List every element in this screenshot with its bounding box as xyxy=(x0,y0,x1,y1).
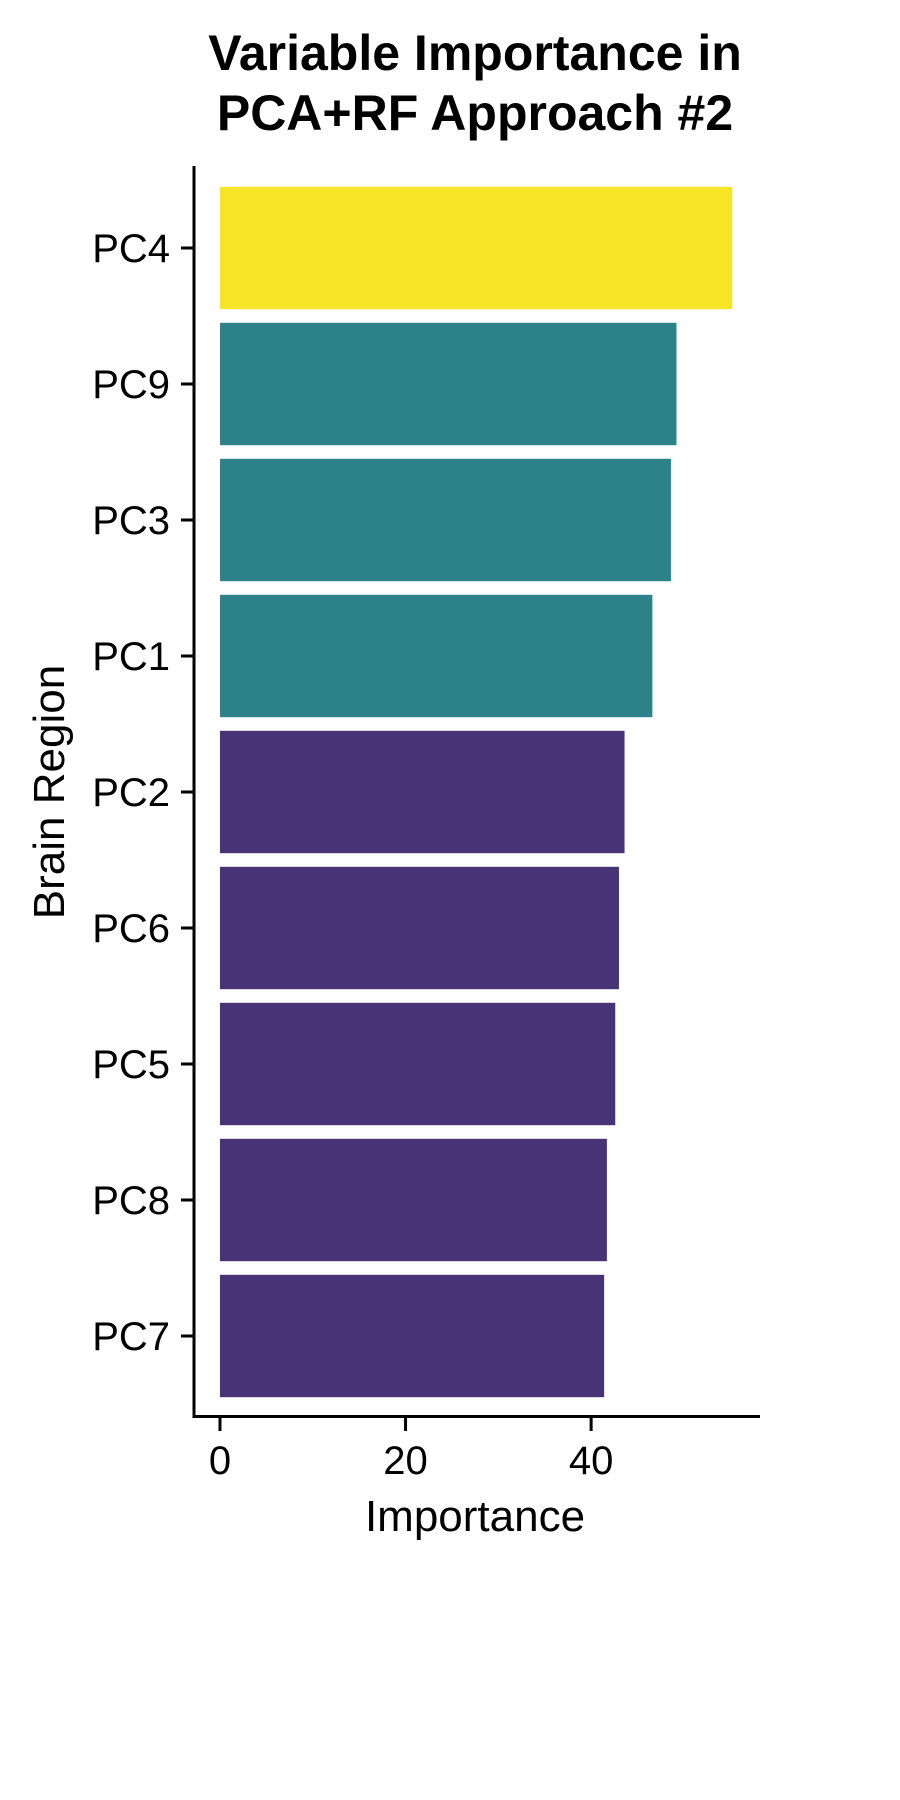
y-tick-label: PC2 xyxy=(92,771,170,815)
y-tick-label: PC5 xyxy=(92,1043,170,1087)
x-axis-ticks: 0 20 40 xyxy=(209,1418,614,1483)
y-tick-label: PC8 xyxy=(92,1179,170,1223)
bar-group xyxy=(219,186,733,1398)
x-tick-label: 40 xyxy=(569,1439,614,1483)
chart-title-line-1: Variable Importance in xyxy=(208,25,742,81)
bar-chart: Variable Importance in PCA+RF Approach #… xyxy=(25,25,760,1541)
chart-title-line-2: PCA+RF Approach #2 xyxy=(217,85,733,141)
y-tick-label: PC4 xyxy=(92,227,170,271)
bar-pc3 xyxy=(219,458,671,582)
bar-pc7 xyxy=(219,1274,605,1398)
bar-pc5 xyxy=(219,1002,616,1126)
chart-container: Variable Importance in PCA+RF Approach #… xyxy=(25,25,760,1541)
y-tick-label: PC6 xyxy=(92,907,170,951)
x-tick-label: 0 xyxy=(209,1439,231,1483)
y-axis-title: Brain Region xyxy=(25,665,74,919)
y-tick-label: PC3 xyxy=(92,499,170,543)
bar-pc4 xyxy=(219,186,733,310)
bar-pc6 xyxy=(219,866,619,990)
y-tick-label: PC7 xyxy=(92,1315,170,1359)
y-axis-ticks: PC4 PC9 PC3 PC1 PC2 PC6 PC5 PC8 PC7 xyxy=(92,227,194,1359)
bar-pc2 xyxy=(219,730,625,854)
x-tick-label: 20 xyxy=(383,1439,428,1483)
y-tick-label: PC9 xyxy=(92,363,170,407)
bar-pc9 xyxy=(219,322,677,446)
bar-pc8 xyxy=(219,1138,607,1262)
bar-pc1 xyxy=(219,594,653,718)
y-tick-label: PC1 xyxy=(92,635,170,679)
x-axis-title: Importance xyxy=(365,1492,585,1541)
